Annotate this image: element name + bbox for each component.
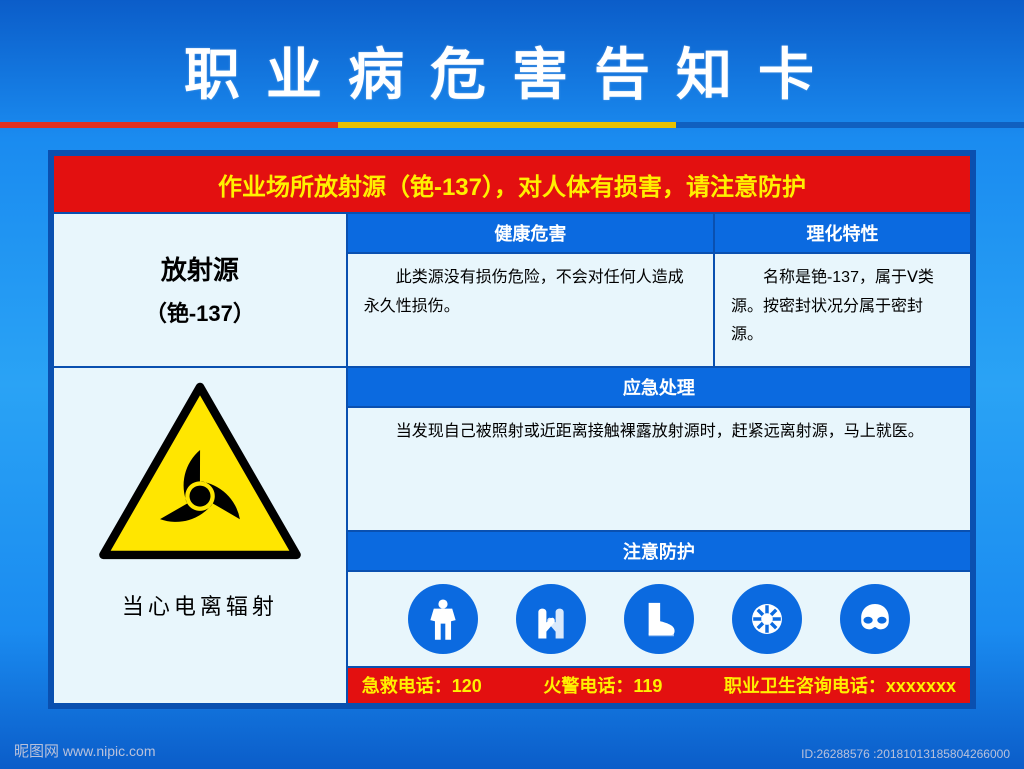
radiation-warning-icon bbox=[95, 378, 305, 568]
hazard-sign-label: 当心电离辐射 bbox=[70, 587, 330, 627]
coverall-icon bbox=[408, 584, 478, 654]
property-text: 名称是铯-137，属于Ⅴ类源。按密封状况分属于密封源。 bbox=[714, 253, 971, 367]
hazard-text: 此类源没有损伤危险，不会对任何人造成永久性损伤。 bbox=[347, 253, 714, 367]
ppe-icon-row bbox=[364, 582, 954, 656]
source-name-cell: 放射源 （铯-137） bbox=[53, 213, 347, 367]
color-stripe bbox=[0, 122, 1024, 128]
emergency-text: 当发现自己被照射或近距离接触裸露放射源时，赶紧远离射源，马上就医。 bbox=[347, 407, 971, 532]
col-property-header: 理化特性 bbox=[714, 213, 971, 253]
hazard-table: 作业场所放射源（铯-137），对人体有损害，请注意防护 放射源 （铯-137） … bbox=[52, 154, 972, 705]
goggles-icon bbox=[840, 584, 910, 654]
footer-fire: 火警电话：119 bbox=[543, 672, 662, 698]
gloves-icon bbox=[516, 584, 586, 654]
warning-banner: 作业场所放射源（铯-137），对人体有损害，请注意防护 bbox=[53, 155, 971, 213]
watermark-right: ID:26288576 :20181013185804266000 bbox=[801, 747, 1010, 761]
watermark-left-url: www.nipic.com bbox=[63, 743, 156, 759]
emergency-header: 应急处理 bbox=[347, 367, 971, 407]
footer-emergency: 急救电话：120 bbox=[362, 672, 482, 698]
page-title: 职业病危害告知卡 bbox=[0, 30, 1024, 111]
protection-header: 注意防护 bbox=[347, 531, 971, 571]
watermark-left: 昵图网 www.nipic.com bbox=[14, 740, 156, 761]
footer-cell: 急救电话：120 火警电话：119 职业卫生咨询电话：xxxxxxx bbox=[347, 667, 971, 704]
hazard-sign-cell: 当心电离辐射 bbox=[53, 367, 347, 704]
warning-banner-row: 作业场所放射源（铯-137），对人体有损害，请注意防护 bbox=[53, 155, 971, 213]
source-sub: （铯-137） bbox=[70, 294, 330, 334]
ppe-cell bbox=[347, 571, 971, 667]
hazard-card: 作业场所放射源（铯-137），对人体有损害，请注意防护 放射源 （铯-137） … bbox=[48, 150, 976, 709]
watermark-left-cn: 昵图网 bbox=[14, 743, 59, 760]
source-name: 放射源 bbox=[70, 247, 330, 294]
col-hazard-header: 健康危害 bbox=[347, 213, 714, 253]
boots-icon bbox=[624, 584, 694, 654]
footer-occ-health: 职业卫生咨询电话：xxxxxxx bbox=[724, 672, 956, 698]
respirator-icon bbox=[732, 584, 802, 654]
